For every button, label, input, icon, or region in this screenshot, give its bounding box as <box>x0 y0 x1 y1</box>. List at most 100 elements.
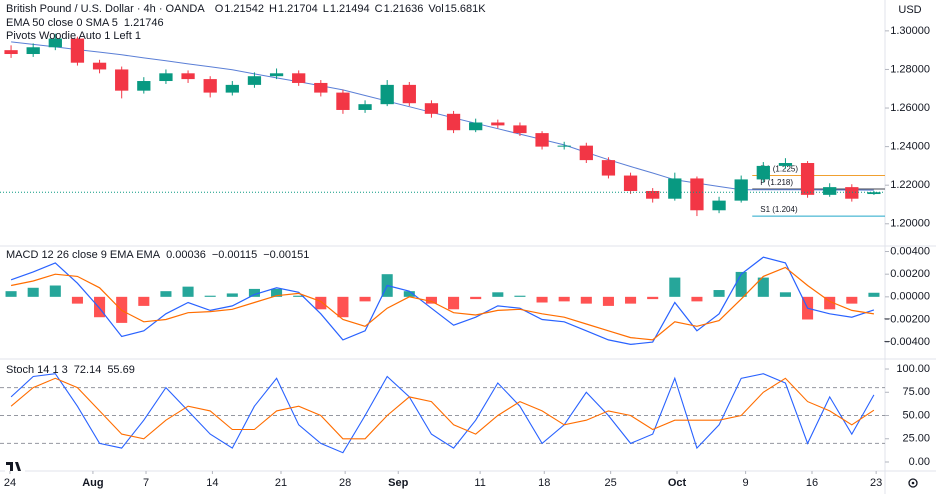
candle-body <box>446 113 461 131</box>
macd-histogram-bar <box>49 285 61 297</box>
ohlc-label: C <box>375 3 383 15</box>
macd-histogram-bar <box>226 293 238 297</box>
candle-body <box>92 62 107 70</box>
pivot-label: S1 (1.204) <box>760 205 798 214</box>
histogram-value: 0.00036 <box>166 249 206 261</box>
macd-histogram-bar <box>94 296 106 318</box>
candle-body <box>336 92 350 110</box>
y-tick-label: 1.28000 <box>890 63 930 75</box>
candle-body <box>203 79 217 93</box>
candle-body <box>734 179 748 201</box>
stoch-d-line <box>10 377 875 440</box>
macd-histogram-bar <box>71 296 83 304</box>
candle-body <box>778 163 793 166</box>
ohlc-label: H <box>269 3 277 15</box>
x-tick-label: 16 <box>806 477 818 489</box>
macd-histogram-bar <box>27 287 39 297</box>
ohlc-value: 1.21704 <box>278 3 318 15</box>
candle-body <box>513 125 527 134</box>
candle-body <box>601 160 616 176</box>
macd-histogram-bar <box>5 291 17 297</box>
macd-histogram-bar <box>536 296 548 303</box>
macd-histogram-bar <box>182 286 194 297</box>
macd-histogram-bar <box>138 296 150 306</box>
candle-body <box>867 192 881 195</box>
candle-body <box>48 38 62 48</box>
macd-histogram-bar <box>425 296 437 304</box>
gear-icon <box>908 478 918 488</box>
candle-body <box>469 122 483 131</box>
y-tick-label: 100.00 <box>896 363 930 375</box>
candle-body <box>4 50 18 55</box>
logo-bg <box>5 460 25 472</box>
x-tick-label: 21 <box>275 477 287 489</box>
macd-histogram-bar <box>602 296 614 306</box>
ohlc-value: 1.21542 <box>224 3 264 15</box>
ema-line <box>11 41 874 191</box>
x-tick-label: 9 <box>743 477 749 489</box>
macd-histogram-bar <box>337 296 349 318</box>
volume-label: Vol <box>428 3 443 15</box>
candle-body <box>26 47 40 55</box>
pivot-label: R1 (1.225) <box>760 165 798 174</box>
macd-histogram-bar <box>713 290 725 297</box>
macd-histogram-bar <box>492 292 504 297</box>
ohlc-label: O <box>215 3 224 15</box>
x-tick-label: 23 <box>870 477 882 489</box>
y-tick-label: 0.00 <box>909 456 930 468</box>
candle-body <box>690 178 704 211</box>
y-tick-label: 0.00200 <box>890 268 930 280</box>
candle-body <box>712 200 726 211</box>
y-tick-label: 50.00 <box>902 409 930 421</box>
y-tick-label: 25.00 <box>902 433 930 445</box>
candle-body <box>823 187 837 195</box>
candle-body <box>115 69 129 91</box>
gear-center <box>911 481 915 485</box>
y-tick-label: −0.00200 <box>884 313 930 325</box>
macd-histogram-bar <box>514 295 526 297</box>
y-tick-label: 1.26000 <box>890 102 930 114</box>
candle-body <box>181 73 195 80</box>
macd-histogram-bar <box>470 296 482 300</box>
settings-button[interactable] <box>908 478 918 488</box>
x-tick-label: 14 <box>206 477 218 489</box>
x-tick-label: Aug <box>82 477 103 489</box>
y-tick-label: 1.22000 <box>890 179 930 191</box>
macd-histogram-bar <box>403 291 415 297</box>
candle-body <box>380 84 394 105</box>
symbol-title: British Pound / U.S. Dollar · 4h · OANDA <box>6 3 205 15</box>
macd-histogram-bar <box>824 296 836 310</box>
ohlc-value: 1.21636 <box>384 3 424 15</box>
x-tick-label: Oct <box>668 477 687 489</box>
stoch-k-value: 72.14 <box>74 364 102 376</box>
candle-body <box>292 73 306 83</box>
candle-body <box>623 175 638 191</box>
candle-body <box>358 104 372 110</box>
y-tick-label: 1.24000 <box>890 141 930 153</box>
candle-body <box>579 145 593 161</box>
y-tick-label: −0.00400 <box>884 336 930 348</box>
macd-histogram-bar <box>204 295 216 297</box>
x-tick-label: 7 <box>143 477 149 489</box>
macd-histogram-bar <box>448 296 460 310</box>
macd-legend: MACD 12 26 close 9 EMA EMA <box>6 249 161 261</box>
candle-body <box>800 163 815 195</box>
macd-histogram-bar <box>669 277 681 297</box>
signal-value: −0.00151 <box>263 249 309 261</box>
candle-body <box>424 103 439 114</box>
ohlc-label: L <box>323 3 329 15</box>
ohlc-value: 1.21494 <box>330 3 370 15</box>
candle-body <box>159 73 173 82</box>
x-tick-label: 28 <box>339 477 351 489</box>
macd-histogram-bar <box>691 296 703 302</box>
y-tick-label: 1.20000 <box>890 218 930 230</box>
tv-logo[interactable] <box>5 460 25 472</box>
pivot-label: P (1.218) <box>760 178 793 187</box>
candle-body <box>491 122 505 126</box>
macd-histogram-bar <box>558 296 570 302</box>
candle-body <box>269 73 284 77</box>
x-tick-label: 24 <box>4 477 16 489</box>
macd-line <box>10 256 875 346</box>
macd-histogram-bar <box>625 296 637 304</box>
